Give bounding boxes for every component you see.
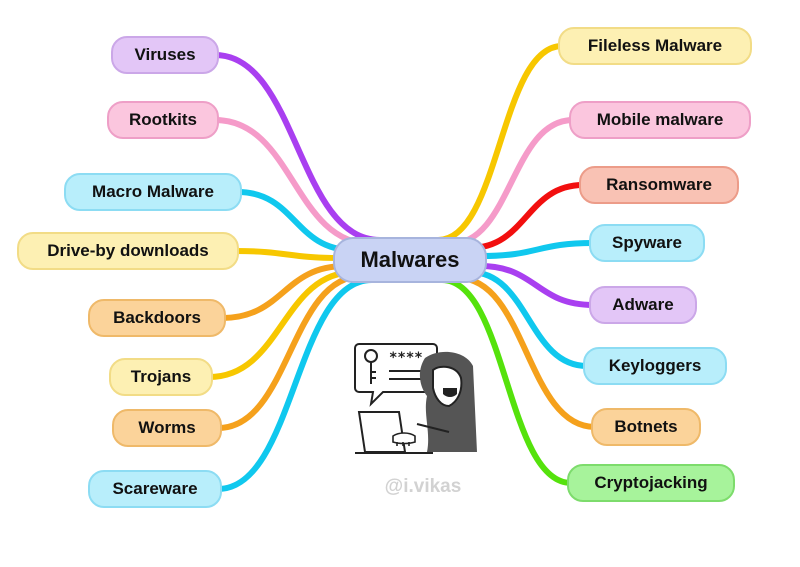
- node-rootkits[interactable]: Rootkits: [107, 101, 219, 139]
- branch-line-right-1: [447, 117, 576, 247]
- watermark: @i.vikas: [384, 476, 462, 497]
- branch-line-right-6: [455, 275, 598, 430]
- branch-line-left-5: [206, 269, 358, 380]
- branch-line-right-2: [467, 182, 586, 251]
- node-scareware[interactable]: Scareware: [88, 470, 222, 508]
- node-worms[interactable]: Worms: [112, 409, 222, 447]
- branch-line-right-0: [435, 43, 565, 243]
- node-botnets[interactable]: Botnets: [591, 408, 701, 446]
- node-fileless-malware[interactable]: Fileless Malware: [558, 27, 752, 65]
- node-ransomware[interactable]: Ransomware: [579, 166, 739, 204]
- branch-line-left-6: [215, 273, 365, 431]
- branch-line-left-3: [232, 248, 343, 261]
- hands-icon: [392, 432, 416, 446]
- node-spyware[interactable]: Spyware: [589, 224, 705, 262]
- password-mask: ****: [389, 350, 423, 366]
- center-node-malwares[interactable]: Malwares: [333, 237, 487, 283]
- key-icon: [364, 349, 378, 384]
- branch-line-right-7: [439, 277, 574, 486]
- node-cryptojacking[interactable]: Cryptojacking: [567, 464, 735, 502]
- node-drive-by-downloads[interactable]: Drive-by downloads: [17, 232, 239, 270]
- branch-line-right-4: [477, 263, 596, 308]
- node-trojans[interactable]: Trojans: [109, 358, 213, 396]
- node-backdoors[interactable]: Backdoors: [88, 299, 226, 337]
- laptop-icon: [355, 411, 433, 454]
- node-mobile-malware[interactable]: Mobile malware: [569, 101, 751, 139]
- branch-line-left-2: [235, 189, 355, 253]
- branch-line-right-5: [467, 269, 590, 369]
- node-viruses[interactable]: Viruses: [111, 36, 219, 74]
- branch-line-left-4: [219, 263, 348, 321]
- branch-line-right-3: [479, 240, 596, 259]
- node-keyloggers[interactable]: Keyloggers: [583, 347, 727, 385]
- hacker-illustration: ****: [354, 343, 477, 454]
- branch-line-left-7: [215, 277, 375, 492]
- node-adware[interactable]: Adware: [589, 286, 697, 324]
- node-macro-malware[interactable]: Macro Malware: [64, 173, 242, 211]
- hacker-figure-icon: [416, 351, 477, 452]
- branch-line-left-0: [212, 52, 383, 243]
